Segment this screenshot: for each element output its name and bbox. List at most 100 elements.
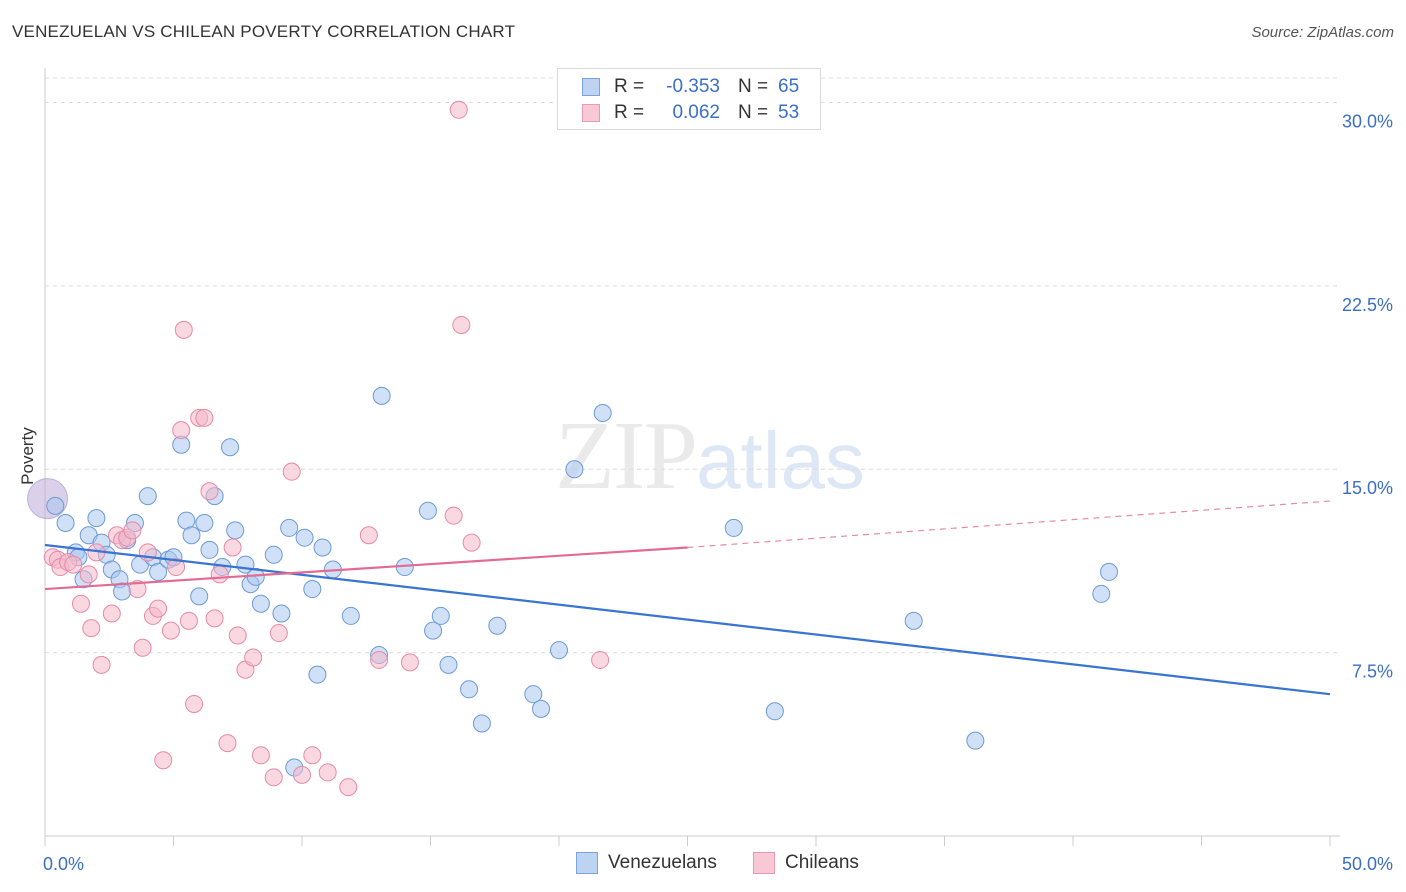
point-chileans: [293, 765, 311, 784]
legend-r-value: 0.062: [672, 102, 720, 123]
bottom-legend-chileans: Chileans: [753, 852, 859, 874]
point-chileans: [251, 746, 270, 765]
point-chileans: [223, 538, 242, 557]
point-venezuelans: [565, 460, 584, 479]
point-venezuelans: [593, 403, 612, 422]
point-chileans: [269, 624, 288, 643]
trendline-extension-chileans: [687, 500, 1331, 549]
point-venezuelans: [190, 587, 209, 606]
point-chileans: [92, 655, 111, 674]
stats-legend: R = -0.353 N = 65 R = 0.062 N = 53: [557, 68, 821, 130]
point-chileans: [318, 763, 337, 782]
point-venezuelans: [272, 604, 291, 623]
y-tick-label: 7.5%: [1352, 662, 1393, 682]
point-venezuelans: [56, 514, 75, 533]
watermark-zip: ZIP: [555, 402, 698, 510]
point-venezuelans: [341, 606, 360, 625]
point-chileans: [218, 734, 237, 753]
point-chileans: [154, 751, 173, 770]
point-chileans: [167, 558, 186, 577]
x-tick-label: 50.0%: [1342, 854, 1393, 874]
bottom-legend-swatch-venezuelans: [576, 852, 598, 874]
point-chileans: [359, 526, 378, 545]
point-chileans: [282, 462, 301, 481]
point-venezuelans: [460, 680, 479, 699]
point-chileans: [149, 599, 168, 618]
point-venezuelans: [195, 514, 214, 533]
legend-r-label: R =: [614, 76, 645, 97]
point-venezuelans: [1099, 562, 1118, 581]
point-chileans: [179, 611, 198, 630]
point-chileans: [400, 653, 419, 672]
point-chileans: [123, 521, 142, 540]
point-chileans: [185, 694, 204, 713]
point-chileans: [174, 320, 193, 339]
legend-row-chileans: R = 0.062 N = 53: [582, 100, 799, 126]
watermark-atlas: atlas: [696, 416, 865, 505]
watermark: ZIPatlas: [555, 400, 865, 512]
point-venezuelans: [303, 580, 322, 599]
point-venezuelans: [149, 562, 168, 581]
y-axis-title: Poverty: [18, 427, 37, 485]
trendline-venezuelans: [44, 543, 1331, 696]
point-chileans: [591, 650, 610, 669]
point-venezuelans: [532, 699, 551, 718]
point-venezuelans: [87, 509, 106, 528]
point-chileans: [200, 482, 219, 501]
point-chileans: [264, 768, 283, 787]
point-chileans: [128, 580, 147, 599]
point-venezuelans: [431, 606, 450, 625]
point-venezuelans: [1092, 584, 1111, 603]
point-venezuelans: [280, 518, 299, 537]
point-venezuelans: [765, 702, 784, 721]
bottom-legend-label: Chileans: [785, 852, 859, 873]
trendline-chileans: [44, 546, 688, 591]
point-chileans: [133, 638, 152, 657]
legend-n-label: N =: [738, 102, 769, 123]
point-chileans: [339, 778, 358, 797]
y-tick-label: 15.0%: [1342, 478, 1393, 498]
point-venezuelans: [439, 655, 458, 674]
point-chileans: [205, 609, 224, 628]
point-chileans: [79, 565, 98, 584]
point-venezuelans: [904, 611, 923, 630]
point-chileans: [82, 619, 101, 638]
point-chileans: [195, 408, 214, 427]
point-venezuelans: [308, 665, 327, 684]
point-chileans: [449, 100, 468, 119]
point-venezuelans: [372, 386, 391, 405]
point-chileans: [452, 315, 471, 334]
legend-swatch-venezuelans: [582, 78, 600, 96]
point-venezuelans: [424, 621, 443, 640]
legend-n-value: 65: [778, 76, 800, 97]
point-venezuelans: [724, 518, 743, 537]
legend-row-venezuelans: R = -0.353 N = 65: [582, 74, 799, 100]
big-overlap-point: [27, 478, 69, 520]
bottom-legend-label: Venezuelans: [608, 852, 717, 873]
point-venezuelans: [264, 545, 283, 564]
point-venezuelans: [550, 641, 568, 660]
bottom-legend-swatch-chileans: [753, 852, 775, 874]
y-tick-label: 22.5%: [1342, 295, 1393, 315]
bottom-legend-venezuelans: Venezuelans: [576, 852, 717, 874]
point-venezuelans: [200, 540, 219, 559]
point-venezuelans: [226, 521, 245, 540]
point-chileans: [210, 565, 229, 584]
y-tick-label: 30.0%: [1342, 111, 1393, 131]
point-venezuelans: [472, 714, 491, 733]
point-chileans: [462, 533, 481, 552]
point-chileans: [444, 506, 463, 525]
point-venezuelans: [46, 496, 65, 515]
point-venezuelans: [488, 616, 507, 635]
point-venezuelans: [418, 501, 437, 520]
legend-n-label: N =: [738, 76, 769, 97]
point-chileans: [370, 650, 389, 669]
source-label: Source: ZipAtlas.com: [1251, 24, 1394, 41]
point-venezuelans: [295, 528, 314, 547]
point-chileans: [64, 555, 83, 574]
chart-title: VENEZUELAN VS CHILEAN POVERTY CORRELATIO…: [12, 22, 516, 41]
legend-swatch-chileans: [582, 104, 600, 122]
x-tick-label: 0.0%: [43, 854, 84, 874]
point-chileans: [303, 746, 322, 765]
